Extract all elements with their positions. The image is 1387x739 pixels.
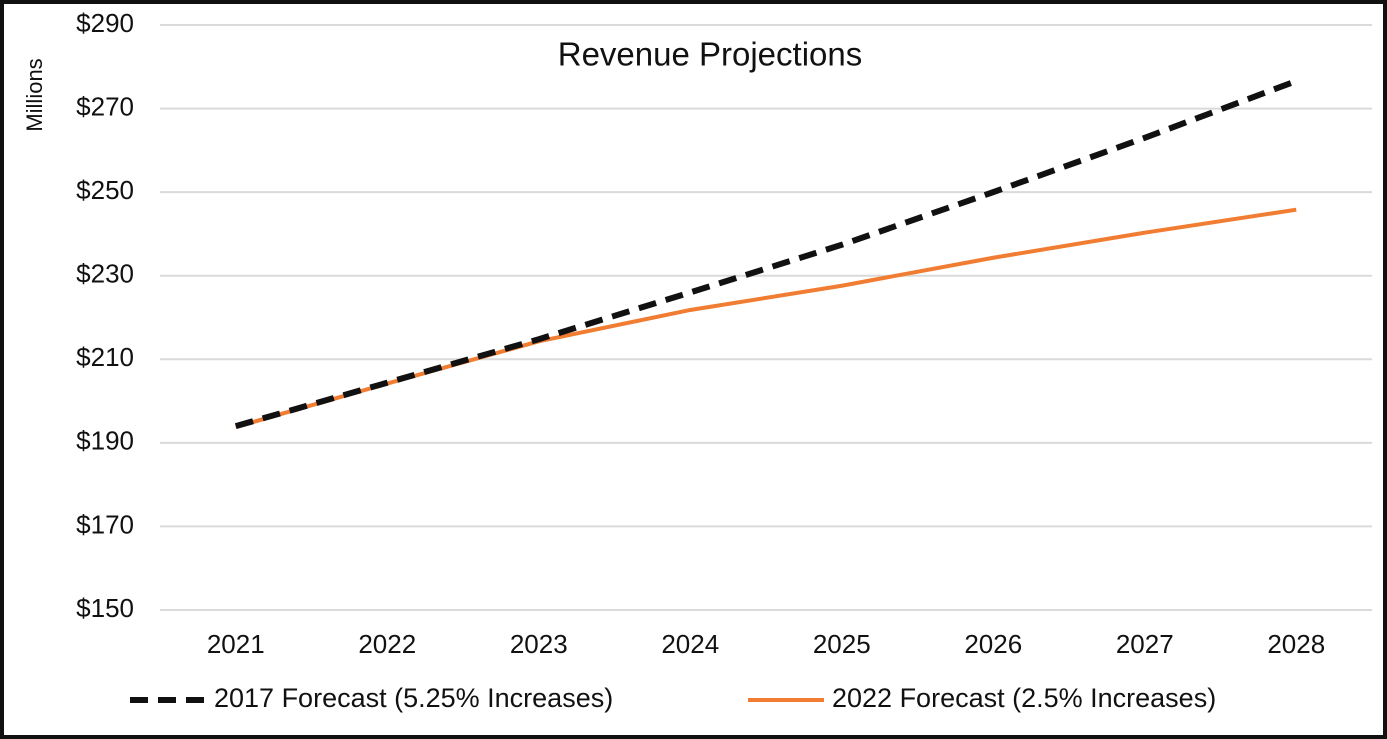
- y-tick-label: $150: [76, 593, 134, 623]
- chart-title: Revenue Projections: [558, 36, 863, 73]
- x-tick-label: 2021: [207, 629, 265, 659]
- x-tick-label: 2025: [813, 629, 871, 659]
- y-tick-label: $230: [76, 259, 134, 289]
- y-tick-label: $210: [76, 342, 134, 372]
- x-tick-label: 2024: [661, 629, 719, 659]
- y-axis-label: Millions: [22, 58, 47, 131]
- x-tick-label: 2022: [358, 629, 416, 659]
- legend-label: 2022 Forecast (2.5% Increases): [832, 683, 1216, 713]
- y-tick-label: $190: [76, 426, 134, 456]
- x-tick-label: 2028: [1267, 629, 1325, 659]
- y-tick-label: $250: [76, 175, 134, 205]
- x-tick-label: 2023: [510, 629, 568, 659]
- x-tick-label: 2026: [964, 629, 1022, 659]
- y-tick-label: $170: [76, 509, 134, 539]
- x-tick-label: 2027: [1116, 629, 1174, 659]
- y-tick-label: $290: [76, 8, 134, 38]
- legend-label: 2017 Forecast (5.25% Increases): [214, 683, 613, 713]
- y-tick-label: $270: [76, 91, 134, 121]
- series-line: [234, 78, 1298, 430]
